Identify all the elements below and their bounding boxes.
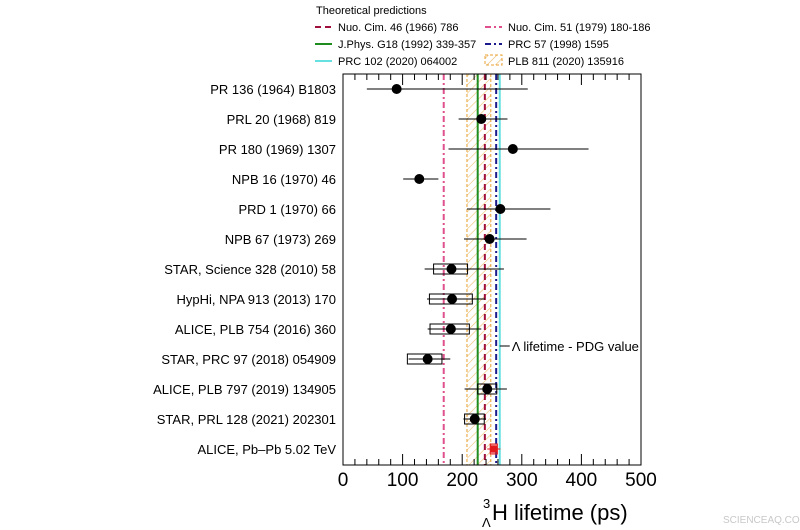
measurement-label: STAR, PRC 97 (2018) 054909 [161,352,336,367]
legend-label: Nuo. Cim. 46 (1966) 786 [338,22,458,34]
x-tick-label: 300 [506,470,538,491]
x-tick-label: 200 [446,470,478,491]
data-point [476,114,487,124]
measurement-label: HypHi, NPA 913 (2013) 170 [177,292,336,307]
syst-error-box [429,323,470,335]
data-point [447,294,458,304]
x-tick-label: 100 [387,470,419,491]
pdg-label: Λ lifetime - PDG value [512,339,639,354]
measurement [427,293,485,305]
x-axis: 0 100 200 300 400 500 [338,74,657,491]
data-point [469,414,480,424]
syst-error-box [428,293,473,305]
measurement [403,174,439,184]
measurement [463,234,527,244]
x-axis-title-main: H lifetime (ps) [492,500,628,525]
measurement [427,323,482,335]
syst-error-box [477,383,498,395]
data-point [422,354,433,364]
measurement-label: PRL 20 (1968) 819 [227,112,336,127]
syst-error-box [464,413,485,425]
measurement [448,144,589,154]
measurement-label: PR 136 (1964) B1803 [210,82,336,97]
watermark: SCIENCEAQ.COM [723,515,800,526]
data-point [507,144,518,154]
x-tick-label: 400 [566,470,598,491]
data-point [490,445,498,453]
measurement-label: ALICE, Pb–Pb 5.02 TeV [197,442,336,457]
measurement-label: PRD 1 (1970) 66 [238,202,336,217]
measurement [366,84,528,94]
measurement [466,204,551,214]
x-tick-label: 500 [625,470,657,491]
measurement-label: NPB 16 (1970) 46 [232,172,336,187]
x-tick-label: 0 [338,470,349,491]
measurement [487,443,501,455]
measurement-label: ALICE, PLB 754 (2016) 360 [175,322,336,337]
legend-label: PRC 102 (2020) 064002 [338,56,457,68]
legend-label: Nuo. Cim. 51 (1979) 180-186 [508,22,650,34]
measurement-labels: PR 136 (1964) B1803 PRL 20 (1968) 819 PR 1… [153,82,336,457]
data-point [414,174,425,184]
legend-title: Theoretical predictions [316,5,427,17]
x-axis-title: 3 Λ H lifetime (ps) [482,488,628,530]
x-axis-title-sup: 3 [483,496,490,511]
measurement-label: NPB 67 (1973) 269 [225,232,336,247]
measurement [464,383,507,395]
measurement [458,114,508,124]
legend: Theoretical predictions Nuo. Cim. 46 (19… [315,5,650,68]
data-point [484,234,495,244]
data-point [445,324,456,334]
measurement-label: STAR, Science 328 (2010) 58 [164,262,336,277]
syst-error-box [406,353,443,365]
measurement [463,413,487,425]
measurement-label: PR 180 (1969) 1307 [219,142,336,157]
data-point [446,264,457,274]
data-point [495,204,506,214]
legend-label: PLB 811 (2020) 135916 [508,56,624,68]
data-point [391,84,402,94]
x-axis-title-sub: Λ [482,515,491,530]
legend-swatch [484,54,503,66]
legend-label: PRC 57 (1998) 1595 [508,39,609,51]
measurement [406,353,451,365]
measurement [424,263,504,275]
data-point [482,384,493,394]
measurement-label: ALICE, PLB 797 (2019) 134905 [153,382,336,397]
legend-label: J.Phys. G18 (1992) 339-357 [338,39,476,51]
plot-frame [342,73,642,466]
measurement-label: STAR, PRL 128 (2021) 202301 [157,412,336,427]
syst-error-box [433,263,469,275]
